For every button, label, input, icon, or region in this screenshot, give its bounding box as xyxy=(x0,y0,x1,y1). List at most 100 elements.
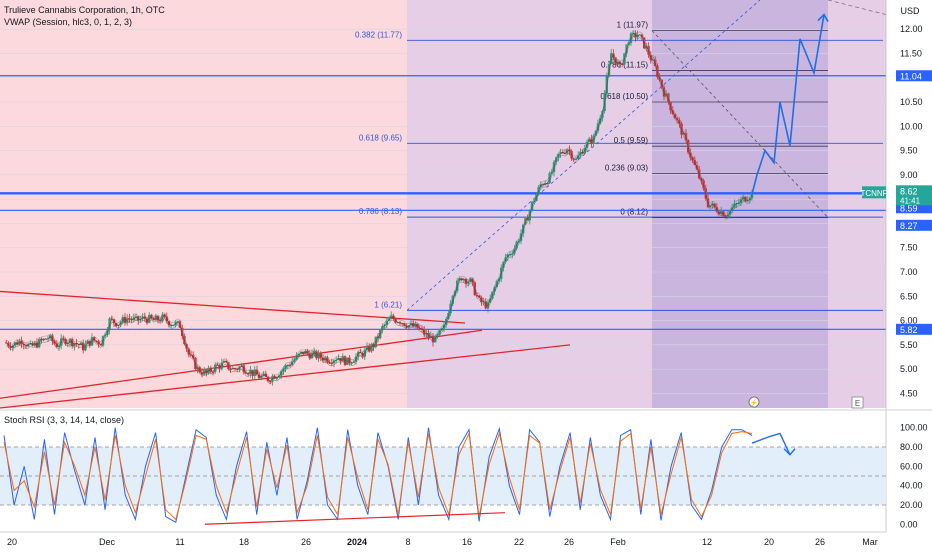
badge-8-59-bg xyxy=(896,202,932,214)
price-tick-6: 9.00 xyxy=(900,170,918,180)
price-tick-5: 9.50 xyxy=(900,146,918,156)
fib2-label-3: 0.5 (9.59) xyxy=(614,136,649,145)
vwap-line-0 xyxy=(6,35,753,385)
candle-body xyxy=(638,34,641,36)
earnings-icon xyxy=(851,396,864,409)
price-tick-14: 5.00 xyxy=(900,364,918,374)
projection-path xyxy=(751,14,825,195)
base-trendline xyxy=(0,344,571,409)
ticker-badge-bg xyxy=(862,186,886,199)
last-price-label: 8.62 xyxy=(900,186,918,196)
badge-8-27: 8.27 xyxy=(900,221,918,231)
rsi-tick-4: 20.00 xyxy=(900,500,923,510)
lower-trendline xyxy=(0,329,483,399)
price-tick-10: 7.00 xyxy=(900,267,918,277)
candle-body xyxy=(396,322,399,324)
candle-body xyxy=(546,183,549,185)
candle-body xyxy=(508,254,512,256)
candle-body xyxy=(401,323,404,325)
candle-body xyxy=(350,362,353,364)
stoch-rsi-legend: Stoch RSI (3, 3, 14, 14, close) xyxy=(4,415,125,425)
zone-bg-edge xyxy=(828,0,886,408)
candle-body xyxy=(170,325,173,327)
candle-body xyxy=(189,354,193,356)
candle-body xyxy=(172,325,175,327)
time-tick-10: Feb xyxy=(610,537,626,547)
rsi-series-D xyxy=(3,431,753,521)
time-tick-5: 2024 xyxy=(347,537,367,547)
last-price-bg xyxy=(896,185,932,206)
time-tick-1: Dec xyxy=(99,537,116,547)
time-tick-14: Mar xyxy=(862,537,878,547)
fib2-label-2: 0.618 (10.50) xyxy=(600,92,648,101)
lightning-icon xyxy=(748,396,760,408)
time-tick-13: 26 xyxy=(815,537,825,547)
price-tick-1: 11.50 xyxy=(900,48,922,58)
time-tick-7: 16 xyxy=(462,537,472,547)
time-tick-12: 20 xyxy=(764,537,774,547)
rsi-projection-arrow xyxy=(783,448,796,456)
time-tick-3: 18 xyxy=(239,537,249,547)
rsi-tick-3: 40.00 xyxy=(900,481,923,491)
price-tick-3: 10.50 xyxy=(900,97,923,107)
time-tick-4: 26 xyxy=(301,537,311,547)
fib2-label-4: 0.236 (9.03) xyxy=(605,163,648,172)
fib1-label-2: 0.786 (8.13) xyxy=(359,207,402,216)
vwap-line-1 xyxy=(6,29,753,379)
price-tick-15: 4.50 xyxy=(900,388,918,398)
time-tick-9: 26 xyxy=(564,537,574,547)
earnings-glyph: E xyxy=(855,399,860,408)
badge-8-27-bg xyxy=(896,219,932,231)
fib2-label-0: 1 (11.97) xyxy=(617,21,649,30)
badge-11-04-bg xyxy=(896,70,932,82)
candle-body xyxy=(229,368,232,370)
rsi-projection xyxy=(751,432,791,456)
fib1-label-0: 0.382 (11.77) xyxy=(355,30,402,39)
projection-arrowhead xyxy=(817,13,829,22)
badge-5-82: 5.82 xyxy=(900,325,918,335)
time-tick-2: 11 xyxy=(175,537,184,547)
candle-body xyxy=(286,365,289,367)
vwap-line-2 xyxy=(6,32,753,382)
indicator-legend: VWAP (Session, hlc3, 0, 1, 2, 3) xyxy=(4,17,133,27)
fib2-label-5: 0 (8.12) xyxy=(620,208,648,217)
fib1-label-1: 0.618 (9.65) xyxy=(359,133,402,142)
candle-body xyxy=(330,363,333,365)
ticker-badge: TCNNF xyxy=(860,189,887,198)
badge-5-82-bg xyxy=(896,323,932,335)
time-tick-0: 20 xyxy=(7,537,17,547)
upper-dashed-line xyxy=(827,0,887,15)
time-tick-11: 12 xyxy=(702,537,712,547)
fib2-trendline xyxy=(651,30,829,218)
currency-label: USD xyxy=(900,6,920,16)
price-tick-9: 7.50 xyxy=(900,243,918,253)
rsi-trendline xyxy=(204,512,506,525)
price-tick-13: 5.50 xyxy=(900,340,918,350)
price-tick-4: 10.00 xyxy=(900,121,923,131)
zone-bg-left xyxy=(0,0,407,408)
badge-11-04: 11.04 xyxy=(900,71,922,81)
upper-trendline xyxy=(0,290,466,324)
candle-body xyxy=(288,365,292,367)
price-tick-12: 6.00 xyxy=(900,316,918,326)
lightning-glyph: ⚡ xyxy=(750,398,759,407)
rsi-series-K xyxy=(3,426,753,524)
candle-body xyxy=(211,371,215,373)
zone-bg-mid xyxy=(407,0,652,408)
price-tick-11: 6.50 xyxy=(900,291,918,301)
rsi-tick-1: 80.00 xyxy=(900,442,923,452)
price-tick-0: 12.00 xyxy=(900,24,923,34)
price-axis-bg xyxy=(886,0,932,550)
time-tick-8: 22 xyxy=(514,537,524,547)
badge-8-59: 8.59 xyxy=(900,203,918,213)
time-tick-6: 8 xyxy=(405,537,410,547)
rsi-tick-2: 60.00 xyxy=(900,461,923,471)
rsi-tick-5: 0.00 xyxy=(900,519,918,529)
fib1-label-3: 1 (6.21) xyxy=(374,300,402,309)
symbol-legend: Trulieve Cannabis Corporation, 1h, OTC xyxy=(4,5,165,15)
candle-body xyxy=(737,203,740,205)
countdown-label: 41:41 xyxy=(900,196,921,205)
rsi-tick-0: 100.00 xyxy=(900,423,928,433)
